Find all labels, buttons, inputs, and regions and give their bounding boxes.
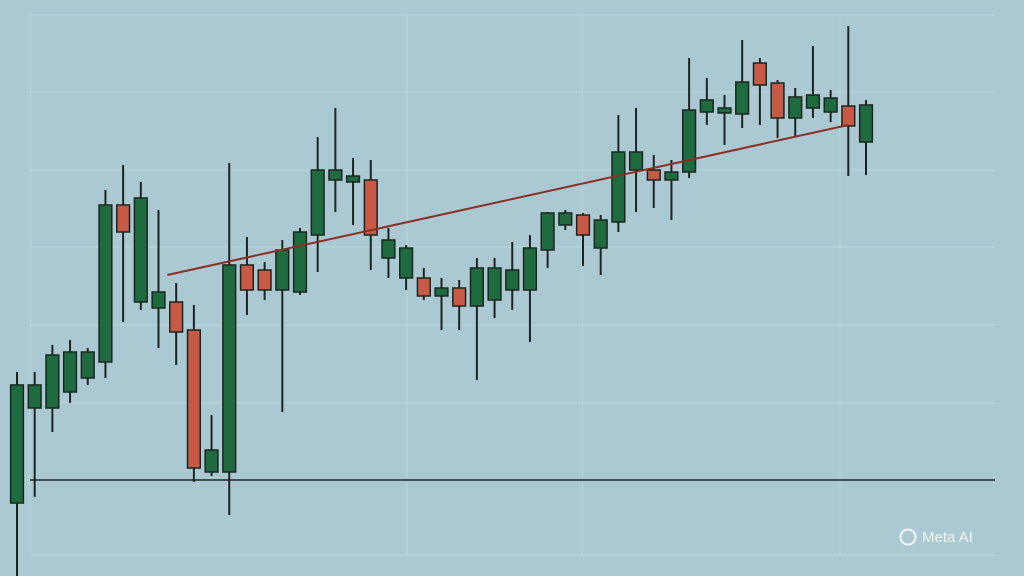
candle-body [717,107,732,114]
candle-body [699,99,714,113]
candle-body [80,351,95,379]
candle-body [558,212,573,226]
candle-body [682,109,697,173]
candle-body [628,151,644,171]
candle-body [540,212,555,251]
candle-body [770,82,785,119]
candle-body [222,264,237,473]
watermark-text: Meta AI [922,529,973,546]
candle-body [752,62,767,86]
candle-body [239,264,255,291]
candle-body [611,151,626,223]
candle-body [805,94,821,109]
candle-body [169,301,184,333]
candle-body [452,287,467,307]
candle-body [98,204,113,363]
candle-body [45,354,60,409]
candle-body [133,197,148,303]
candle-body [399,247,414,279]
candle-body [522,247,538,291]
candle-body [487,267,502,301]
candle-body [823,97,838,113]
candle-body [257,269,272,291]
watermark: Meta AI [899,528,973,546]
watermark-icon [899,528,917,546]
candle-body [469,267,484,307]
candle-body [328,169,343,181]
candle-body [646,169,661,181]
candle-body [345,175,361,183]
candle-body [62,351,78,393]
grid [29,14,995,556]
candle-body [858,104,874,143]
candle-body [505,269,520,291]
candle-body [186,329,201,469]
candle-body [434,287,449,297]
candle-body [841,105,856,127]
candle-body [27,384,42,409]
candle-body [275,249,290,291]
candle-body [292,231,308,293]
candle-body [788,96,803,119]
candle-body [151,291,166,309]
candle-body [381,239,396,259]
candle-body [204,449,219,473]
candle-body [593,219,608,249]
candle-body [575,214,591,236]
candle-body [9,384,25,504]
trend-line [167,124,849,276]
candle-body [310,169,325,236]
candle-body [116,204,131,233]
candle-body [664,171,679,181]
candle-body [735,81,750,115]
candle-body [416,277,431,297]
candle-body [363,179,378,236]
plot-area [9,26,995,576]
